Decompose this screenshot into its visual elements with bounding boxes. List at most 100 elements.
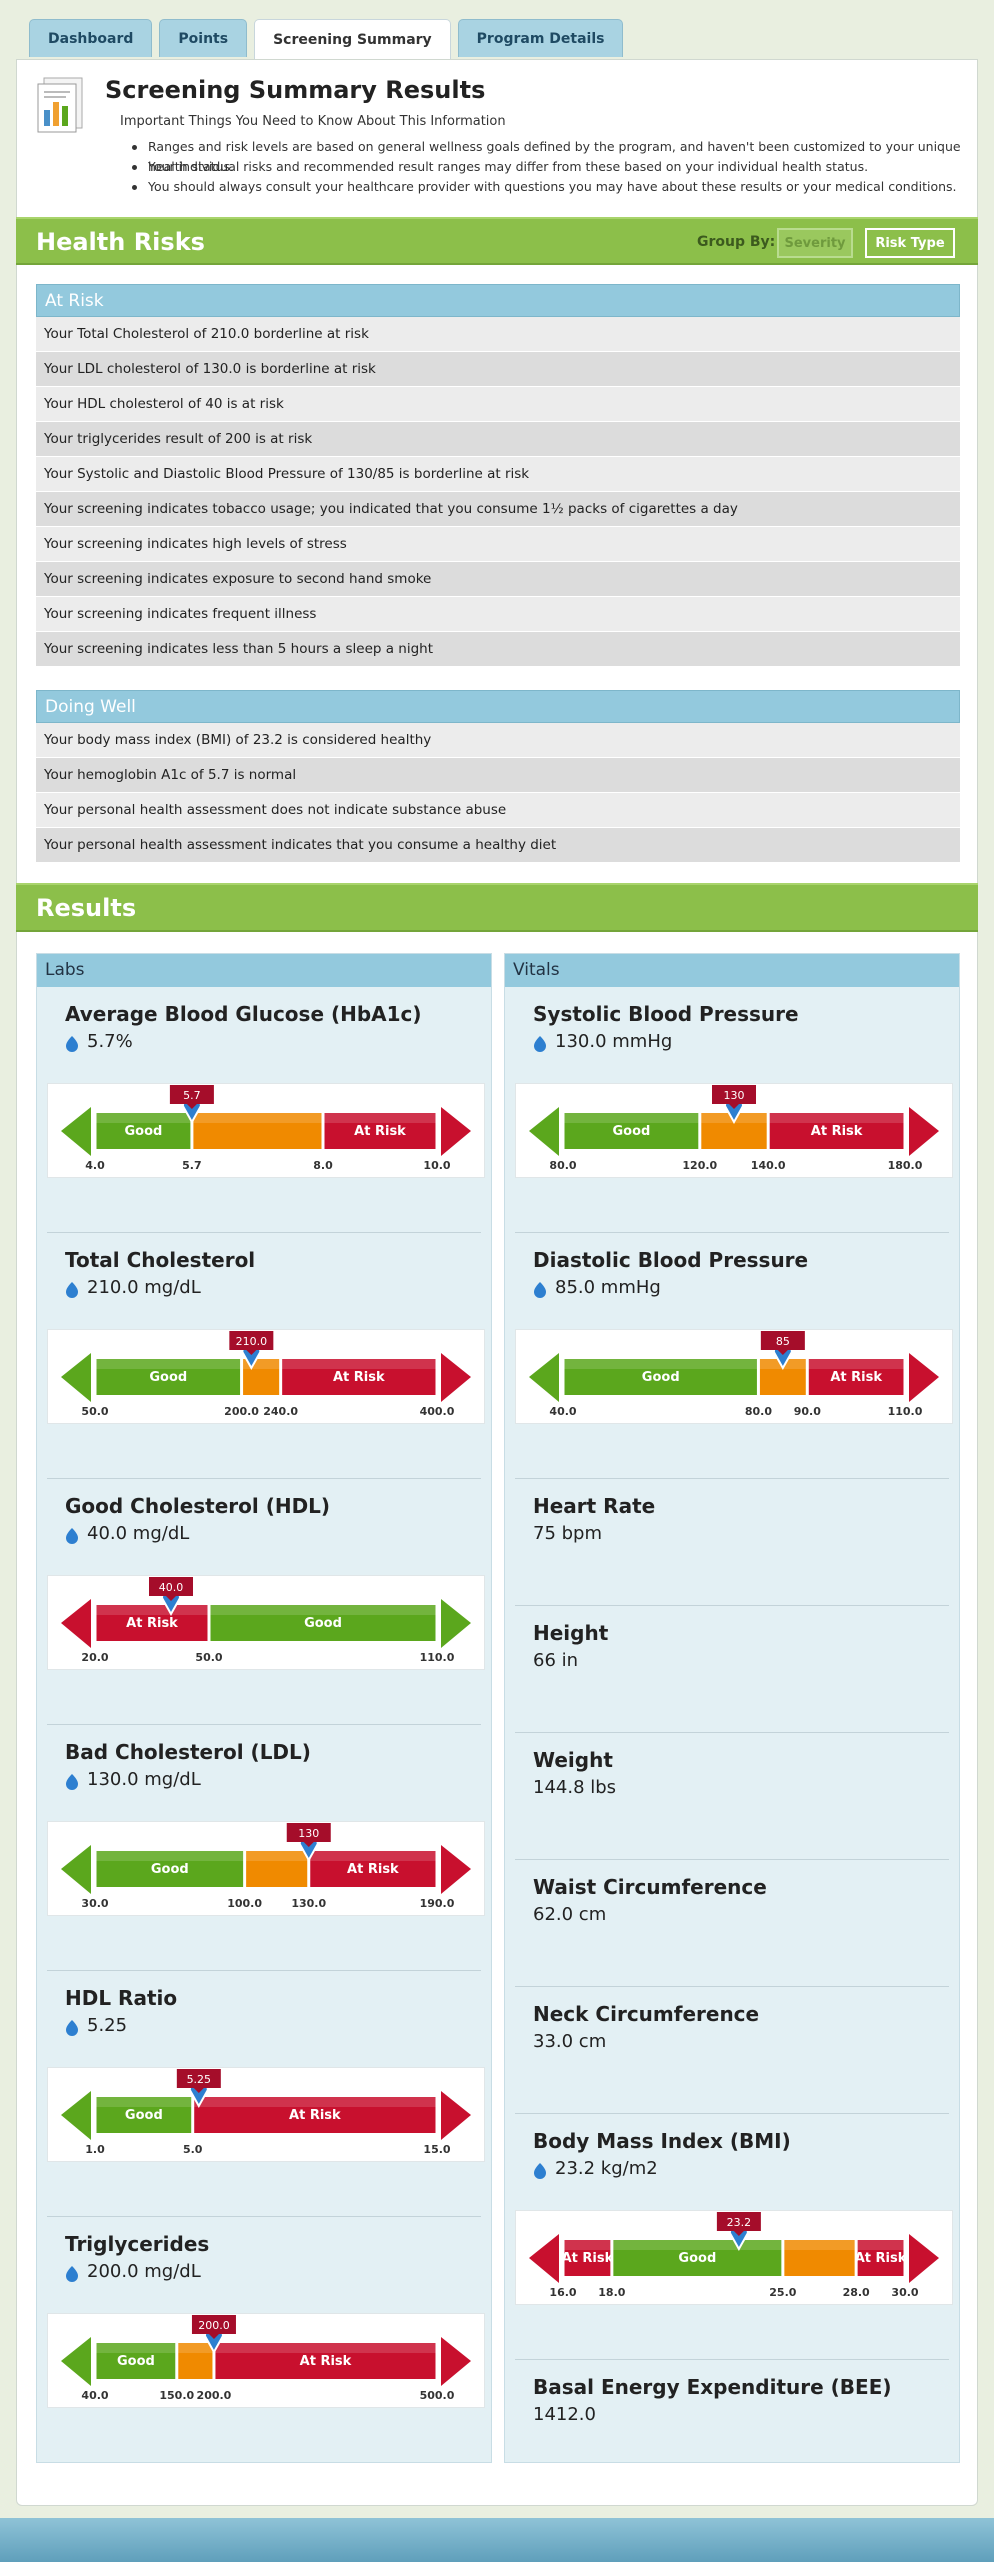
drop [534,1036,546,1052]
marker-label: 5.7 [183,1089,201,1102]
segment-shine [768,1113,905,1123]
gauge-segment [308,1851,437,1887]
tick-label: 150.0 [159,2389,194,2402]
tick-label: 130.0 [291,1897,326,1910]
bullet: Your individual risks and recommended re… [132,157,994,177]
segment-label: At Risk [811,1124,863,1139]
tab-bar: Dashboard Points Screening Summary Program … [29,19,624,60]
risk-row: Your personal health assessment does not… [36,793,960,828]
tab[interactable]: Program Details [457,19,624,57]
risk-row: Your hemoglobin A1c of 5.7 is normal [36,758,960,793]
group-rows: Your body mass index (BMI) of 23.2 is co… [36,723,960,863]
segment-shine [280,1359,437,1369]
tick-label: 40.0 [549,1405,576,1418]
value-icon [66,1282,78,1298]
gauge-segment [807,1359,905,1395]
arrow-head-right [909,2234,939,2283]
result-value: 144.8 lbs [533,1777,617,1798]
tick-label: 18.0 [598,2286,625,2299]
result-name: Weight [533,1748,613,1772]
segment-shine [323,1113,437,1123]
marker-box [712,1085,756,1104]
gauge-segment [95,2343,177,2379]
arrow-head-right [441,2337,471,2386]
marker-pointer [193,2088,204,2093]
result-name: Good Cholesterol (HDL) [65,1494,331,1518]
result-value: 130.0 mg/dL [87,1769,201,1790]
segment-shine [241,1359,281,1369]
segment-label: At Risk [126,1616,178,1631]
segment-shine [856,2240,905,2250]
tick-label: 30.0 [891,2286,918,2299]
arrow-head-right [441,2091,471,2140]
marker-label: 5.25 [187,2073,212,2086]
group-by-label: Group By: [697,234,776,250]
gauge-segment [768,1113,905,1149]
section-bar: Health Risks Group By: Severity Risk Typ… [16,217,978,265]
segment-label: Good [125,1124,163,1139]
marker-pointer [729,1104,739,1109]
results-column: Labs Average Blood Glucose (HbA1c) 5.7% Goo… [36,953,492,2463]
tick-label: 200.0 [224,1405,259,1418]
result-item: Diastolic Blood Pressure 85.0 mmHg Good At … [515,1233,953,1479]
risk-group: Doing Well Your body mass index (BMI) of … [36,690,960,863]
segment-label: Good [151,1862,189,1877]
result-item: Basal Energy Expenditure (BEE) 1412.0 [515,2360,949,2462]
tab[interactable]: Dashboard [29,19,153,57]
result-value: 23.2 kg/m2 [555,2158,658,2179]
column-header: Vitals [505,954,959,987]
result-name: Average Blood Glucose (HbA1c) [65,1002,422,1026]
bullet: You should always consult your healthcar… [132,177,994,197]
tick-label: 5.7 [182,1159,202,1172]
marker-box [191,2315,236,2334]
gauge-segment [280,1359,437,1395]
result-item: Total Cholesterol 210.0 mg/dL Good At Risk 5… [47,1233,485,1479]
marker-label: 210.0 [236,1335,267,1348]
marker-label: 40.0 [159,1581,184,1594]
section-title: Results [36,894,137,922]
arrow-head-right [441,1107,471,1156]
result-item: Neck Circumference 33.0 cm [515,1987,949,2114]
gauge-segment [244,1851,309,1887]
risk-row: Your HDL cholesterol of 40 is at risk [36,387,960,422]
group-button[interactable]: Risk Type [865,228,955,258]
arrow-head-left [61,1353,91,1402]
result-name: Height [533,1621,609,1645]
segment-shine [209,1605,437,1615]
tab[interactable]: Screening Summary [254,19,451,60]
segment-shine [782,2240,857,2250]
segment-shine [95,2343,177,2353]
value-icon [66,2020,78,2036]
result-name: Diastolic Blood Pressure [533,1248,809,1272]
tick-label: 28.0 [843,2286,870,2299]
result-value: 130.0 mmHg [555,1031,673,1052]
group-header: At Risk [36,284,960,317]
group-button[interactable]: Severity [777,228,853,258]
segment-shine [95,1605,209,1615]
result-value: 5.7% [87,1031,133,1052]
segment-shine [807,1359,905,1369]
marker-box [286,1823,331,1842]
gauge-segment [95,1605,209,1641]
result-name: Systolic Blood Pressure [533,1002,799,1026]
tick-label: 8.0 [313,1159,333,1172]
marker-label: 130 [724,1089,745,1102]
tick-label: 25.0 [769,2286,796,2299]
segment-label: At Risk [830,1370,882,1385]
tab[interactable]: Points [159,19,248,57]
gauge-segment [563,2240,612,2276]
arrow-head-right [441,1599,471,1648]
gauge-segment [323,1113,437,1149]
result-value: 62.0 cm [533,1904,607,1925]
risk-row: Your triglycerides result of 200 is at r… [36,422,960,457]
result-name: Body Mass Index (BMI) [533,2129,791,2153]
value-icon [66,2266,78,2282]
tick-label: 16.0 [549,2286,576,2299]
gauge-segment [563,1113,700,1149]
arrow-head-left [529,1353,559,1402]
marker-box [760,1331,805,1350]
tick-label: 400.0 [420,1405,455,1418]
gauge: At Risk Good 20.0 50.0 110.0 40.0 [47,1575,485,1670]
gauge-segment [241,1359,281,1395]
segment-label: At Risk [562,2251,614,2266]
